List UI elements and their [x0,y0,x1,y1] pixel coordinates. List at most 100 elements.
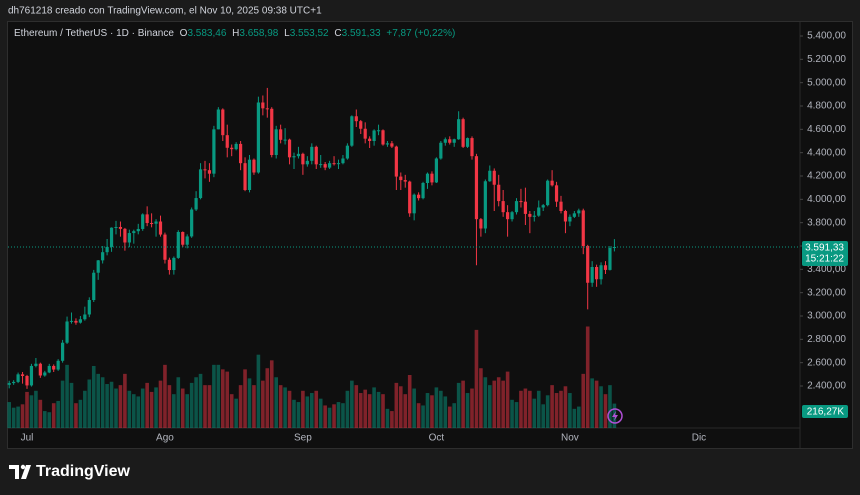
chart-panel [7,21,853,449]
volume-bar [25,391,29,428]
volume-bar [132,394,136,428]
candle-body [532,215,536,217]
candle-body [56,360,60,370]
candle-body [136,228,140,232]
volume-bar [523,388,528,428]
candle-body [87,300,91,315]
volume-bar [608,385,612,428]
candle-body [554,185,559,202]
candle-body [109,227,114,247]
volume-bar [425,393,430,428]
candle-body [207,170,212,174]
legend: Ethereum / TetherUS · 1D · Binance O3.58… [14,28,455,39]
candle-body [363,128,367,139]
volume-bar [301,390,305,428]
candle-body [546,180,550,206]
volume-bar [51,403,56,428]
volume-bar [363,389,367,428]
candle-body [274,129,278,155]
volume-bar [34,390,38,428]
candle-body [581,210,585,246]
candle-body [483,181,487,229]
volume-bar [198,373,203,428]
candle-body [132,231,136,234]
candle-body [568,216,572,222]
candle-body [376,130,381,132]
volume-bar [456,382,461,428]
volume-bar [336,402,341,428]
candle-body [92,272,96,301]
volume-bar [189,382,194,428]
candle-body [443,139,447,143]
candle-body [448,139,452,143]
candle-body [595,267,599,280]
candle-body [528,213,532,217]
candle-body [506,212,510,220]
volume-bar [29,395,34,428]
candle-body [167,259,171,271]
x-tick-label: Oct [429,433,445,444]
volume-bar [278,385,283,428]
candle-body [305,160,309,165]
volume-bar [47,412,52,428]
volume-bar [180,388,185,428]
y-tick-label: 3.000,00 [807,311,846,322]
volume-bar [416,403,421,428]
volume-bar [43,411,47,428]
change: +7,87 (+0,22%) [386,28,455,39]
volume-bar [100,377,105,428]
alert-bolt [612,411,618,421]
volume-bar [238,385,243,428]
candle-body [492,170,496,185]
volume-bar [234,398,238,428]
candle-body [328,163,332,168]
volume-bar [568,393,572,428]
volume-bar [127,390,132,428]
y-tick-label: 4.400,00 [807,147,846,158]
volume-bar [550,385,554,428]
volume-bar [247,378,252,428]
candle-body [25,375,29,386]
volume-bar [252,385,256,428]
candle-body [479,219,483,229]
candle-body [465,138,470,147]
alert-icon[interactable] [607,408,623,424]
candle-body [310,146,314,161]
volume-bar [20,404,25,428]
volume-bar [87,379,92,428]
candle-body [261,102,265,109]
volume-bar [118,385,123,428]
candle-body [239,143,243,164]
volume-bar [367,394,372,428]
brand-logo [9,464,31,479]
volume-bar [603,394,608,428]
volume-bar [528,390,532,428]
last-price-label: 3.591,33 [805,243,844,254]
candle-body [368,138,372,141]
candle-body [501,201,505,213]
volume-bar [483,377,488,428]
volume-bar [69,382,74,428]
candle-body [247,159,252,190]
candle-body [61,342,65,361]
candle-body [101,252,105,261]
volume-bar [554,393,559,428]
candle-body [412,194,416,214]
candle-body [185,236,189,245]
volume-bar [123,373,127,428]
candle-body [314,146,318,165]
volume-bar [581,373,586,428]
open-value: 3.583,46 [187,28,226,39]
volume-bar [269,360,274,428]
y-tick-label: 3.200,00 [807,287,846,298]
x-tick-label: Jul [21,433,34,444]
candle-body [394,146,398,177]
volume-bar [412,388,416,428]
close-prefix: C [334,28,341,39]
volume-bar [74,403,78,428]
candle-body [158,221,163,235]
candle-body [270,108,274,155]
high-value: 3.658,98 [239,28,278,39]
candle-body [96,260,100,273]
volume-bar [447,406,452,428]
